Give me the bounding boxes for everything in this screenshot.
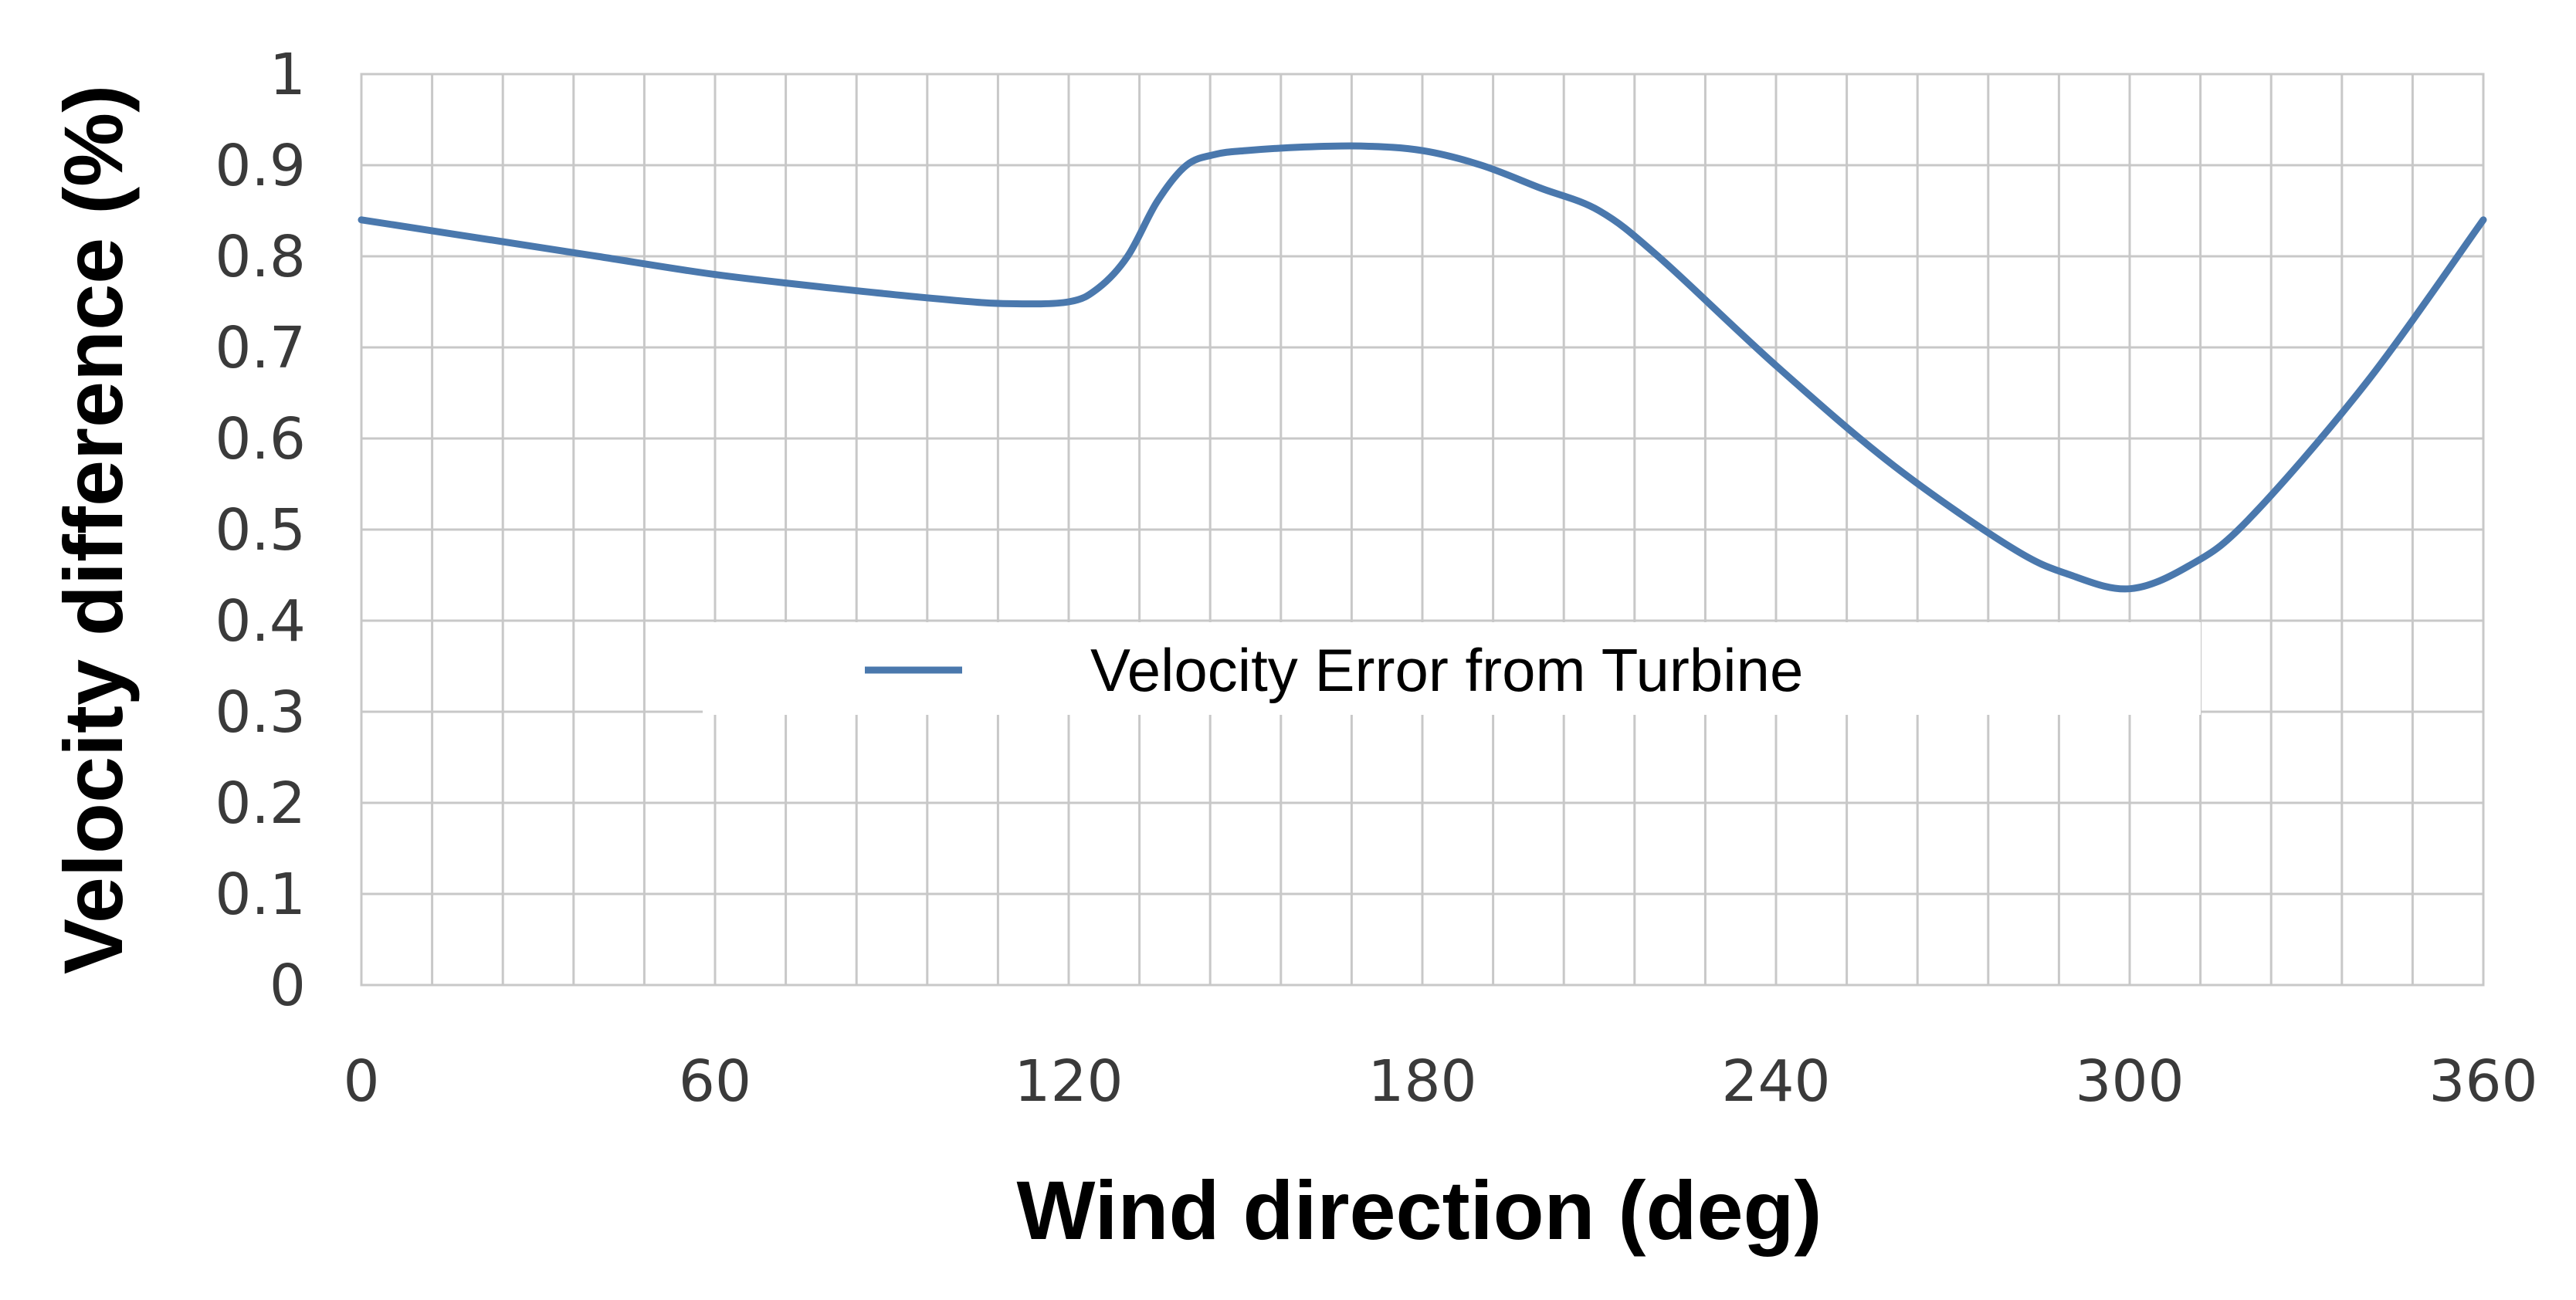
tick-labels: 0 0.1 0.2 0.3 0.4 0.5 0.6 0.7 0.8 0.9 1 0 60 120 180 24… — [215, 42, 2537, 1115]
x-tick-label: 120 — [1014, 1048, 1123, 1115]
grid — [361, 74, 2483, 985]
plot-area — [360, 73, 2485, 987]
y-tick-label: 0.5 — [215, 497, 306, 564]
y-axis-title: Velocity difference (%) — [46, 85, 140, 974]
x-tick-label: 180 — [1368, 1048, 1476, 1115]
y-tick-label: 0.7 — [215, 315, 306, 381]
y-tick-label: 0.3 — [215, 679, 306, 746]
y-tick-label: 0.6 — [215, 406, 306, 472]
x-tick-label: 360 — [2429, 1048, 2537, 1115]
x-tick-label: 300 — [2075, 1048, 2184, 1115]
y-tick-label: 0.1 — [215, 862, 306, 928]
y-tick-label: 0.2 — [215, 770, 306, 837]
x-tick-label: 0 — [343, 1048, 379, 1115]
y-tick-label: 1 — [269, 42, 306, 108]
series-line — [358, 142, 2487, 593]
y-tick-label: 0.9 — [215, 133, 306, 199]
x-axis-title: Wind direction (deg) — [1017, 1163, 1822, 1257]
y-tick-label: 0.4 — [215, 588, 306, 655]
x-tick-label: 240 — [1721, 1048, 1830, 1115]
y-tick-label: 0 — [269, 953, 306, 1019]
legend-label: Velocity Error from Turbine — [1090, 636, 1803, 704]
series-layer — [358, 142, 2487, 593]
legend: Velocity Error from Turbine — [703, 622, 2201, 715]
y-tick-label: 0.8 — [215, 224, 306, 290]
x-tick-label: 60 — [679, 1048, 751, 1115]
